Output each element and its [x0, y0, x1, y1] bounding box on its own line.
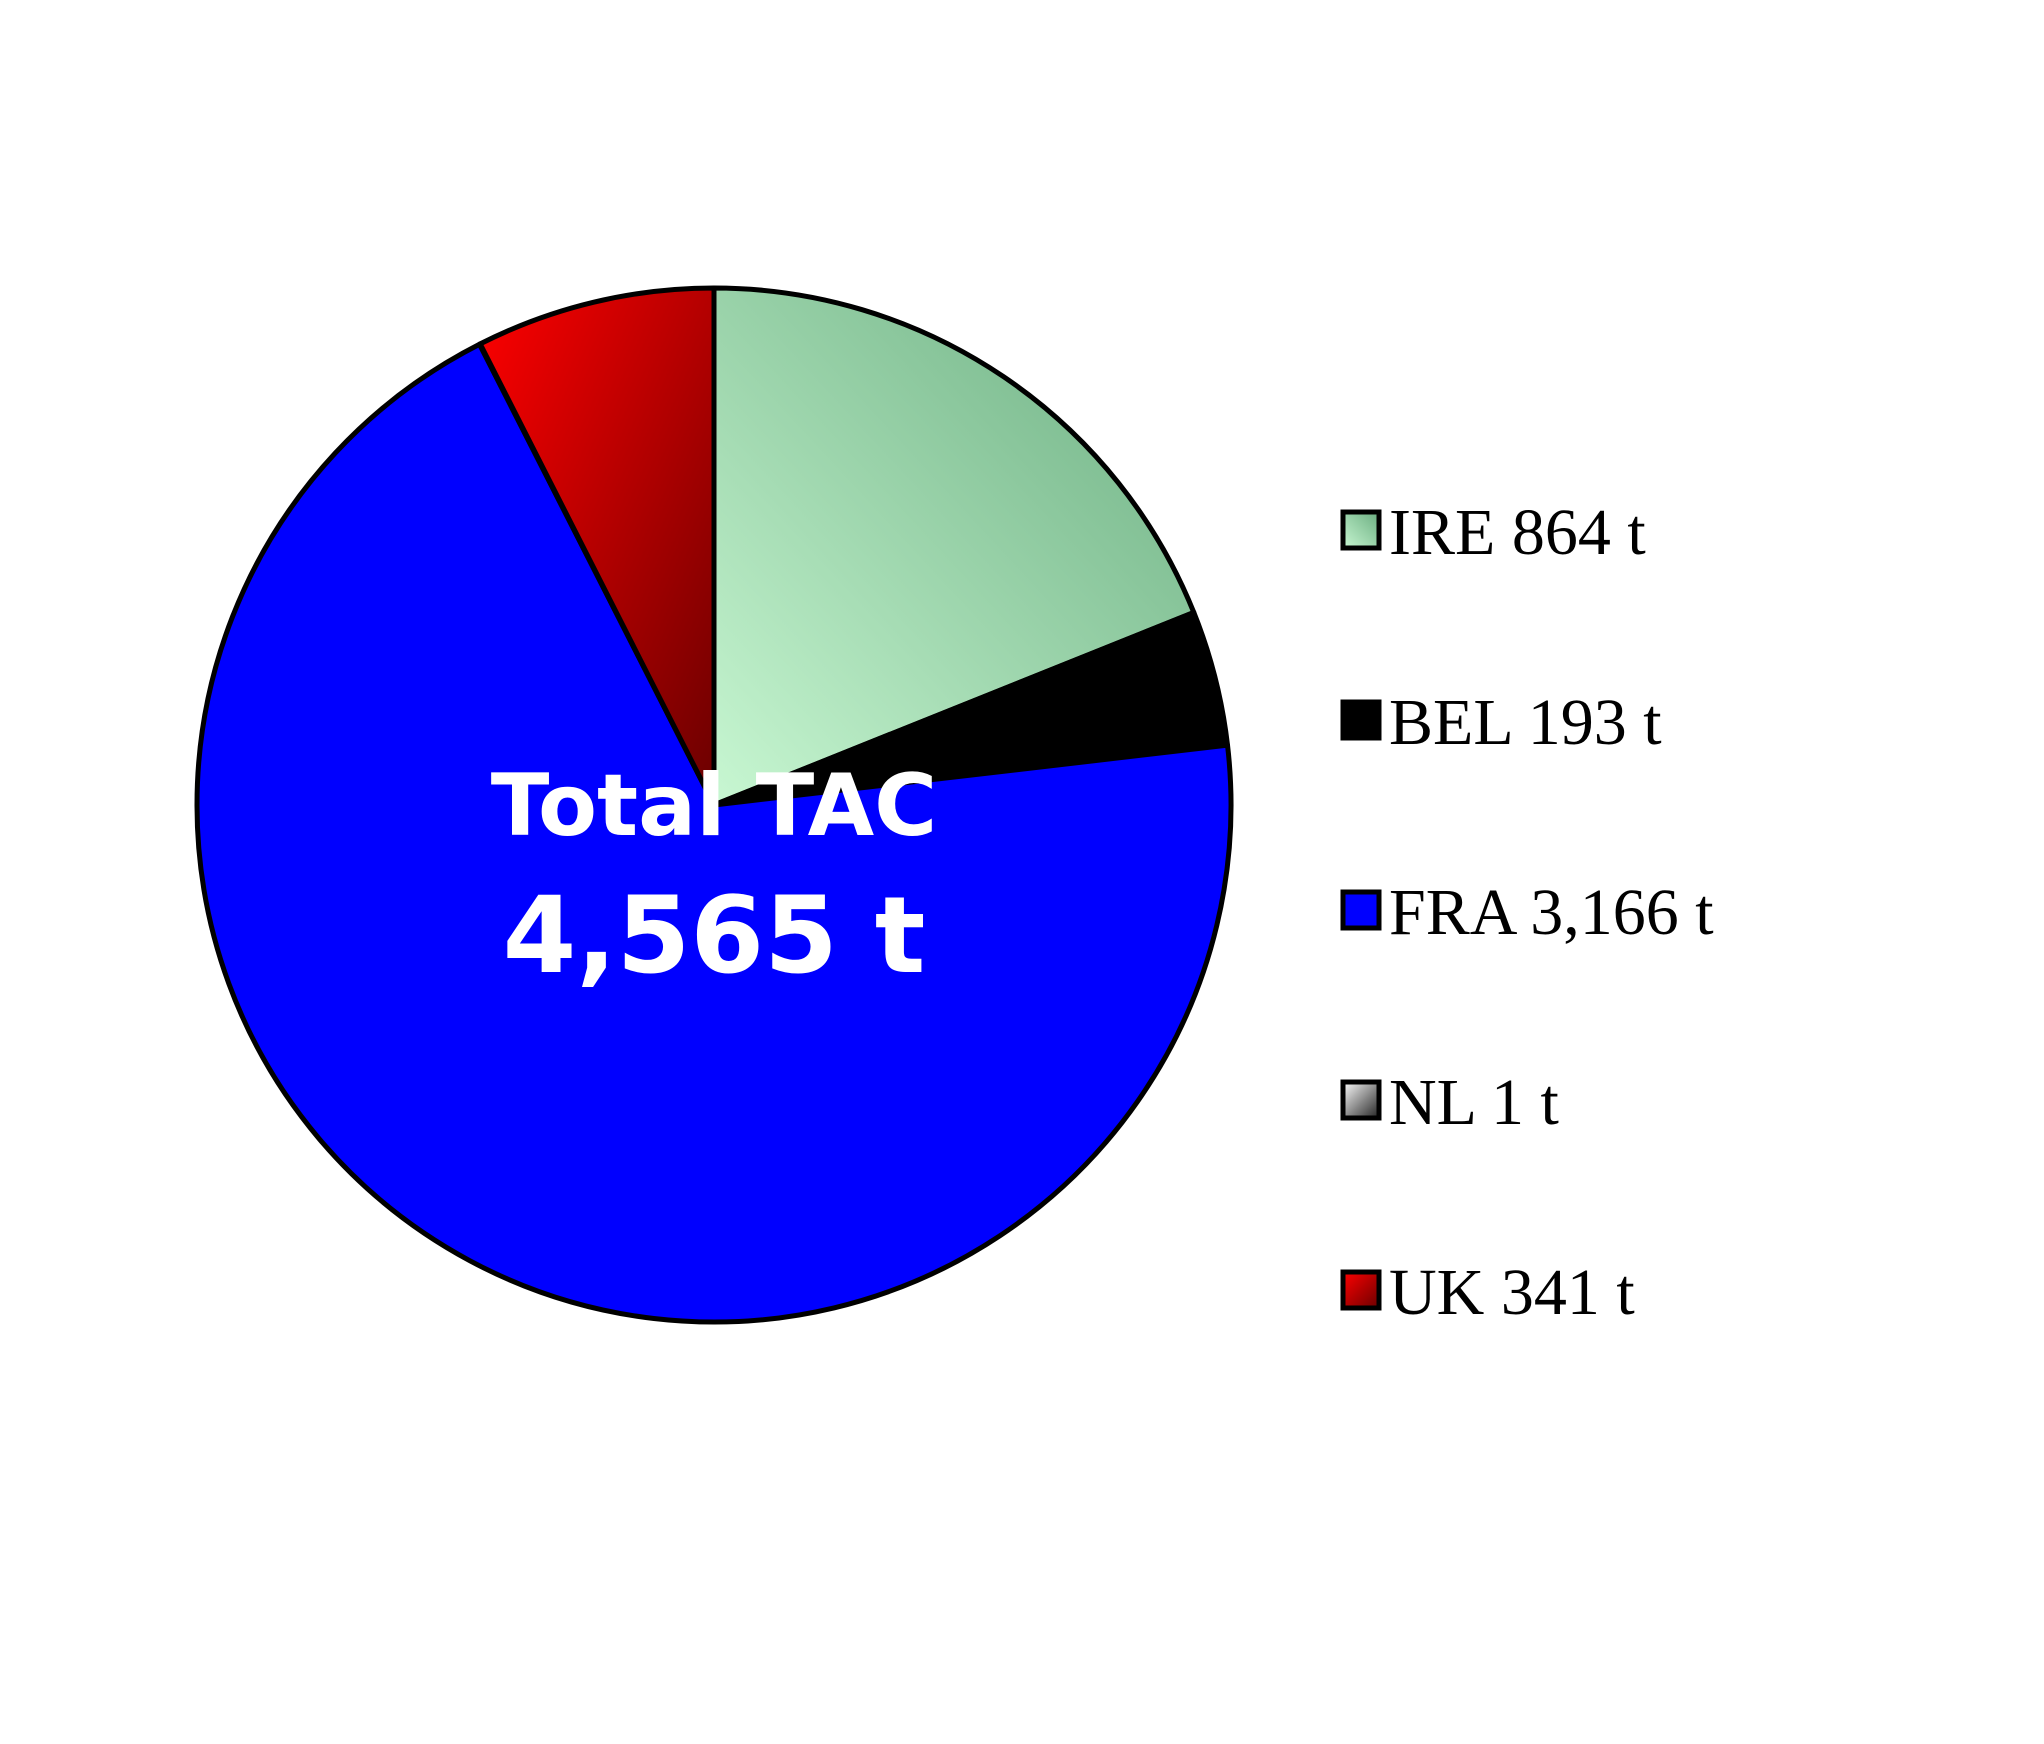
pie-slices — [194, 285, 1234, 1325]
legend-label-nl: NL 1 t — [1389, 1066, 1559, 1139]
legend-item-ire: IRE 864 t — [1340, 496, 1646, 569]
legend-item-uk: UK 341 t — [1340, 1256, 1635, 1329]
pie-slice-ire — [711, 285, 1197, 808]
center-label-line2: 4,565 t — [503, 874, 926, 997]
center-label-line1: Total TAC — [491, 756, 938, 856]
legend: IRE 864 t BEL 193 t FRA 3,166 t NL 1 t UK 34… — [1340, 496, 1714, 1329]
legend-label-fra: FRA 3,166 t — [1389, 876, 1714, 949]
legend-label-bel: BEL 193 t — [1389, 686, 1662, 759]
legend-item-bel: BEL 193 t — [1340, 686, 1662, 759]
pie-slice-uk — [477, 285, 717, 808]
legend-item-nl: NL 1 t — [1340, 1066, 1559, 1139]
legend-item-fra: FRA 3,166 t — [1340, 876, 1714, 949]
legend-swatch-nl — [1340, 1079, 1382, 1121]
legend-swatch-ire — [1340, 509, 1382, 551]
pie-slice-fra — [194, 341, 1234, 1325]
legend-label-ire: IRE 864 t — [1389, 496, 1646, 569]
legend-swatch-fra — [1340, 889, 1382, 931]
center-label: Total TAC 4,565 t — [491, 756, 938, 997]
legend-label-uk: UK 341 t — [1389, 1256, 1635, 1329]
legend-swatch-bel — [1340, 699, 1382, 741]
legend-swatch-uk — [1340, 1269, 1382, 1311]
